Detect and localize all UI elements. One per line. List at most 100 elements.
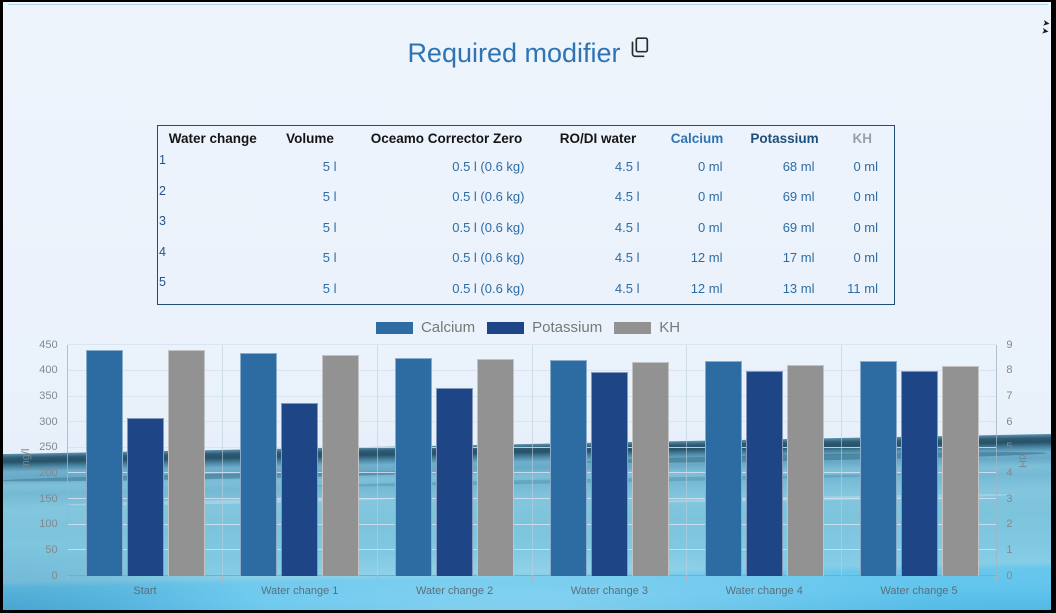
x-axis-tick [686, 575, 688, 581]
window-border [0, 0, 1056, 2]
page-header: Required modifier [0, 36, 1056, 70]
column-header-potassium: Potassium [750, 131, 819, 146]
column-header-calcium: Calcium [670, 131, 724, 146]
y-axis-tick-label: 150 [39, 492, 58, 505]
table-cell: 12 ml [690, 280, 723, 296]
table-cell: 17 ml [782, 250, 815, 266]
copy-icon[interactable] [631, 37, 649, 61]
table-cell: 0 ml [853, 189, 878, 205]
bar-calcium-3 [549, 360, 587, 576]
x-axis-tick [67, 575, 69, 581]
table-cell: 5 [159, 275, 166, 289]
table-cell: 0 ml [853, 219, 878, 235]
x-axis-label: Water change 5 [880, 584, 958, 597]
table-cell: 0.5 l (0.6 kg) [452, 189, 525, 205]
chart-legend: Calcium Potassium KH [0, 319, 1056, 336]
window-border [0, 0, 3, 613]
table-row: 3 5 l 0.5 l (0.6 kg) 4.5 l 0 ml 69 ml 0 ml [158, 212, 895, 243]
legend-swatch [375, 321, 413, 334]
y-axis-tick-label: 2 [1006, 518, 1013, 531]
category-separator [67, 344, 69, 576]
column-header-ro-di-water: RO/DI water [559, 131, 637, 146]
x-axis-tick [841, 575, 843, 581]
bar-potassium-2 [436, 387, 474, 576]
table-cell: 0.5 l (0.6 kg) [452, 219, 525, 235]
table-cell: 0 ml [853, 250, 878, 266]
table-cell: 0.5 l (0.6 kg) [452, 158, 525, 174]
bar-kh-1 [322, 354, 360, 576]
table-cell: 0.5 l (0.6 kg) [452, 280, 525, 296]
table-cell: 4.5 l [614, 250, 640, 266]
table-cell: 0.5 l (0.6 kg) [452, 250, 525, 266]
x-axis-label: Water change 4 [725, 584, 803, 597]
table-cell: 5 l [322, 158, 337, 174]
table-cell: 5 l [322, 250, 337, 266]
column-header-water-change: Water change [168, 131, 257, 146]
legend-item-kh[interactable]: KH [614, 319, 680, 336]
y-axis-tick-label: 350 [39, 390, 58, 402]
y-axis-tick-label: 0 [51, 569, 58, 582]
category-separator [995, 344, 997, 576]
table-cell: 0 ml [697, 158, 723, 174]
table-cell: 4 [159, 244, 166, 259]
y-axis-tick-label: 1 [1006, 543, 1013, 556]
y-axis-tick-label: 7 [1006, 390, 1013, 402]
page-title: Required modifier [407, 38, 621, 68]
y-axis-tick-label: 0 [1006, 569, 1013, 582]
table-cell: 13 ml [782, 280, 815, 296]
bar-kh-3 [631, 361, 669, 576]
x-axis-label: Start [133, 584, 157, 597]
table-cell: 3 [159, 214, 166, 228]
window-border [1051, 0, 1056, 613]
x-axis-label: Water change 1 [261, 584, 339, 597]
y-axis-tick-label: 50 [45, 543, 58, 556]
window-border [0, 610, 1056, 613]
bar-potassium-1 [281, 403, 319, 576]
table-cell: 0 ml [853, 158, 878, 174]
category-separator [221, 344, 223, 576]
x-axis-label: Water change 3 [570, 584, 649, 597]
bar-calcium-2 [395, 357, 433, 576]
table-cell: 4.5 l [614, 219, 640, 235]
bar-kh-0 [167, 349, 205, 576]
bar-potassium-3 [590, 371, 628, 576]
x-axis-tick [995, 575, 997, 581]
table-cell: 69 ml [782, 219, 815, 235]
table-cell: 0 ml [697, 189, 723, 205]
table-cell: 2 [159, 183, 166, 198]
x-axis-tick [221, 575, 223, 581]
category-separator [531, 344, 533, 576]
x-axis-tick [531, 575, 533, 581]
y-axis-tick-label: 6 [1006, 415, 1013, 428]
bar-kh-2 [477, 358, 515, 576]
left-axis-title: mg/l [20, 448, 32, 470]
table-cell: 0 ml [697, 219, 723, 235]
top-divider [8, 4, 1048, 5]
y-axis-tick-label: 450 [39, 338, 58, 351]
table-cell: 68 ml [782, 158, 815, 174]
legend-item-calcium[interactable]: Calcium [375, 319, 475, 336]
table-row: 4 5 l 0.5 l (0.6 kg) 4.5 l 12 ml 17 ml 0 ml [158, 243, 895, 274]
table-cell: 69 ml [782, 189, 815, 205]
x-axis-tick [376, 575, 378, 581]
table-cell: 11 ml [847, 280, 878, 296]
category-separator [686, 344, 688, 576]
bar-calcium-5 [859, 361, 897, 576]
right-axis-title: dH [1016, 453, 1028, 469]
y-axis-tick-label: 100 [39, 518, 58, 531]
x-axis-label: Water change 2 [415, 584, 494, 597]
table-cell: 5 l [322, 189, 337, 205]
table-cell: 5 l [322, 219, 337, 235]
y-axis-tick-label: 250 [39, 441, 58, 454]
y-axis-tick-label: 9 [1006, 338, 1013, 351]
y-axis-tick-label: 200 [39, 466, 58, 479]
legend-label: KH [659, 319, 681, 336]
column-header-volume: Volume [286, 131, 334, 146]
legend-item-potassium[interactable]: Potassium [487, 319, 602, 336]
column-header-kh: KH [852, 131, 873, 146]
water-change-table-wrap: Water change Volume Oceamo Corrector Zero R… [157, 125, 895, 305]
bar-potassium-0 [126, 418, 164, 576]
table-cell: 4.5 l [614, 158, 640, 174]
table-cell: 4.5 l [614, 189, 640, 205]
